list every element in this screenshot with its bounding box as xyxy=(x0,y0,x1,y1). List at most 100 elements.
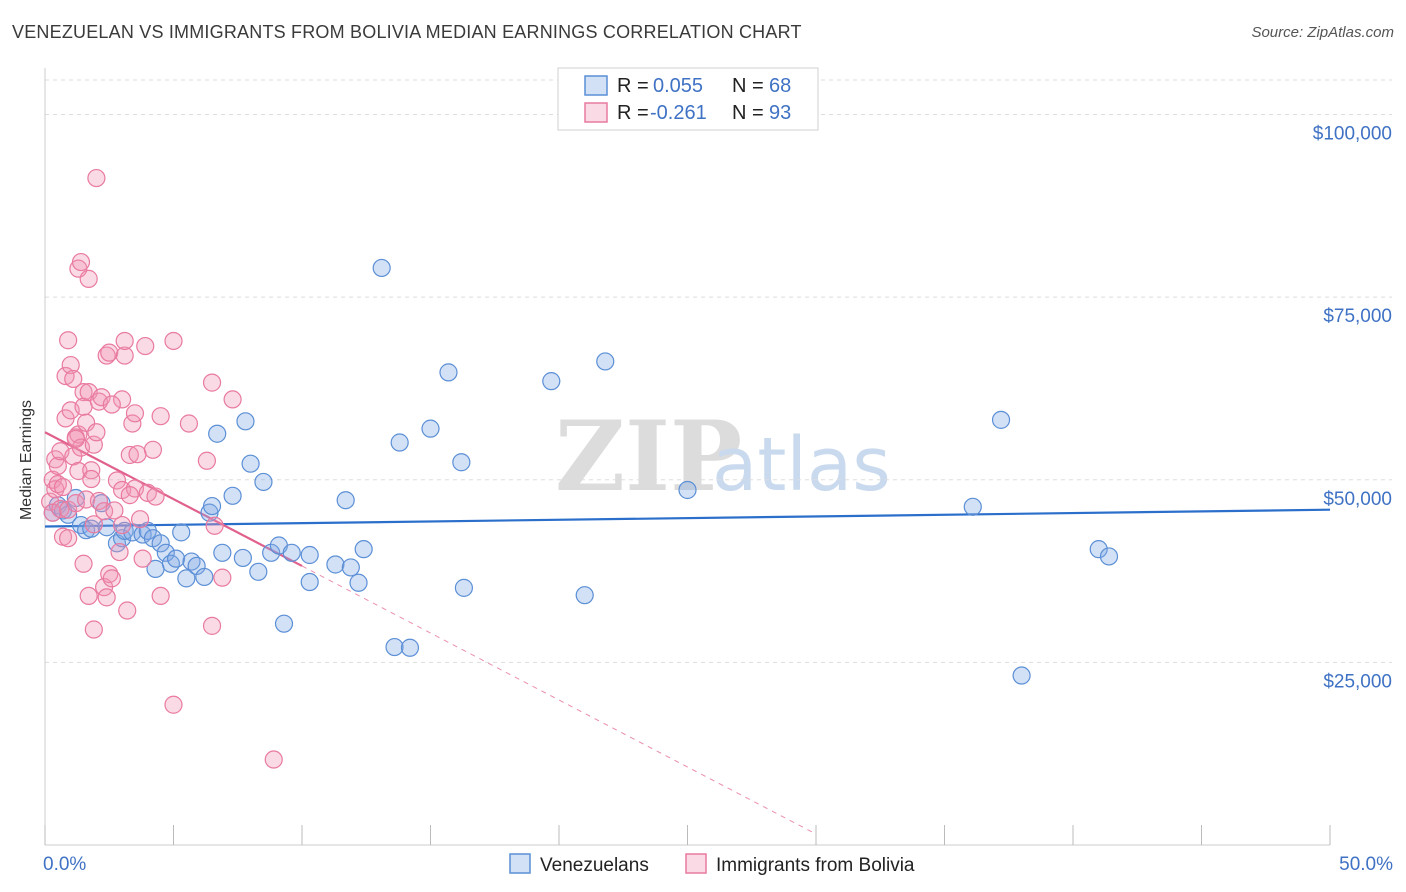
point-bolivia xyxy=(128,445,147,464)
point-venezuelan xyxy=(156,543,175,562)
point-bolivia xyxy=(223,390,242,409)
point-venezuelan xyxy=(254,472,273,492)
point-bolivia xyxy=(105,501,124,520)
y-tick-label: $50,000 xyxy=(1323,489,1392,510)
point-venezuelan xyxy=(1012,666,1031,685)
point-bolivia xyxy=(164,331,183,351)
point-venezuelan xyxy=(223,486,242,505)
point-venezuelan xyxy=(542,372,561,391)
point-bolivia xyxy=(133,549,152,568)
point-bolivia xyxy=(125,404,145,423)
point-bolivia xyxy=(130,510,150,529)
point-bolivia xyxy=(48,475,67,494)
point-bolivia xyxy=(136,336,155,356)
trend-line xyxy=(44,508,1331,528)
point-bolivia xyxy=(197,451,217,470)
point-venezuelan xyxy=(233,548,252,568)
point-venezuelan xyxy=(452,453,471,472)
point-venezuelan xyxy=(354,540,373,559)
point-bolivia xyxy=(97,346,116,365)
point-bolivia xyxy=(179,414,199,433)
point-venezuelan xyxy=(963,497,982,516)
point-bolivia xyxy=(102,569,121,588)
point-bolivia xyxy=(95,502,114,521)
point-bolivia xyxy=(151,586,170,606)
point-bolivia xyxy=(53,477,73,497)
stats-legend: R = 0.055 N = 68 R = -0.261 N = 93 xyxy=(557,67,819,131)
point-venezuelan xyxy=(241,454,260,473)
data-points xyxy=(41,168,1119,769)
point-venezuelan xyxy=(172,523,191,542)
legend-box xyxy=(557,67,819,131)
legend-swatch-bolivia xyxy=(584,102,608,123)
chart-title: VENEZUELAN VS IMMIGRANTS FROM BOLIVIA ME… xyxy=(12,22,802,42)
point-venezuelan xyxy=(341,558,360,577)
point-bolivia xyxy=(110,542,129,562)
legend-n-label-2: N = xyxy=(732,102,764,124)
point-venezuelan xyxy=(575,586,594,605)
point-bolivia xyxy=(87,423,106,442)
y-axis-label: Median Earnings xyxy=(18,400,35,520)
point-venezuelan xyxy=(991,410,1011,429)
point-venezuelan xyxy=(372,258,391,278)
axes xyxy=(44,68,1331,846)
point-bolivia xyxy=(143,440,163,459)
trend-line xyxy=(44,431,303,567)
point-bolivia xyxy=(66,494,85,513)
point-bolivia xyxy=(213,568,232,587)
point-venezuelan xyxy=(249,562,268,581)
tick-labels: $25,000 $50,000 $75,000 $100,000 0.0% 50.0% xyxy=(43,124,1393,875)
y-tick-label: $25,000 xyxy=(1323,671,1392,692)
point-venezuelan xyxy=(439,363,458,382)
point-bolivia xyxy=(59,529,78,548)
point-venezuelan xyxy=(400,638,420,657)
point-bolivia xyxy=(115,346,134,365)
point-bolivia xyxy=(84,515,103,534)
point-venezuelan xyxy=(274,614,294,633)
legend-r-label-1: R = xyxy=(617,75,649,97)
point-bolivia xyxy=(61,355,80,375)
point-venezuelan xyxy=(1089,540,1108,559)
point-bolivia xyxy=(89,491,109,511)
point-venezuelan xyxy=(236,412,255,431)
point-venezuelan xyxy=(177,569,196,588)
point-bolivia xyxy=(115,331,134,351)
point-venezuelan xyxy=(596,352,615,371)
point-bolivia xyxy=(92,388,111,407)
bottom-legend-swatch-venezuelans xyxy=(509,853,531,874)
point-venezuelan xyxy=(262,543,281,562)
point-venezuelan xyxy=(112,529,132,548)
point-venezuelan xyxy=(300,545,319,565)
point-bolivia xyxy=(120,445,139,465)
x-tick-label-min: 0.0% xyxy=(43,854,86,875)
legend-n-value-2: 93 xyxy=(769,102,791,124)
point-venezuelan xyxy=(300,572,319,592)
point-bolivia xyxy=(164,695,183,714)
point-bolivia xyxy=(71,252,91,272)
legend-n-label-1: N = xyxy=(732,75,764,97)
point-bolivia xyxy=(112,390,132,409)
gridlines xyxy=(45,79,1392,663)
point-venezuelan xyxy=(151,534,170,553)
point-venezuelan xyxy=(195,567,214,587)
point-bolivia xyxy=(112,515,132,535)
point-venezuelan xyxy=(71,515,91,535)
source-credit: Source: ZipAtlas.com xyxy=(1251,24,1394,41)
point-bolivia xyxy=(202,616,222,635)
point-venezuelan xyxy=(336,491,355,510)
point-venezuelan xyxy=(421,419,440,438)
point-venezuelan xyxy=(454,578,474,597)
point-venezuelan xyxy=(390,433,409,452)
point-bolivia xyxy=(151,407,170,426)
point-bolivia xyxy=(202,373,222,392)
point-venezuelan xyxy=(166,549,186,568)
point-venezuelan xyxy=(161,554,181,573)
point-venezuelan xyxy=(678,480,697,500)
y-tick-label: $75,000 xyxy=(1323,306,1392,327)
legend-swatch-venezuelans xyxy=(584,75,608,96)
point-bolivia xyxy=(48,456,67,475)
legend-r-value-1: 0.055 xyxy=(653,75,703,97)
point-venezuelan xyxy=(202,496,222,516)
point-bolivia xyxy=(205,516,224,535)
